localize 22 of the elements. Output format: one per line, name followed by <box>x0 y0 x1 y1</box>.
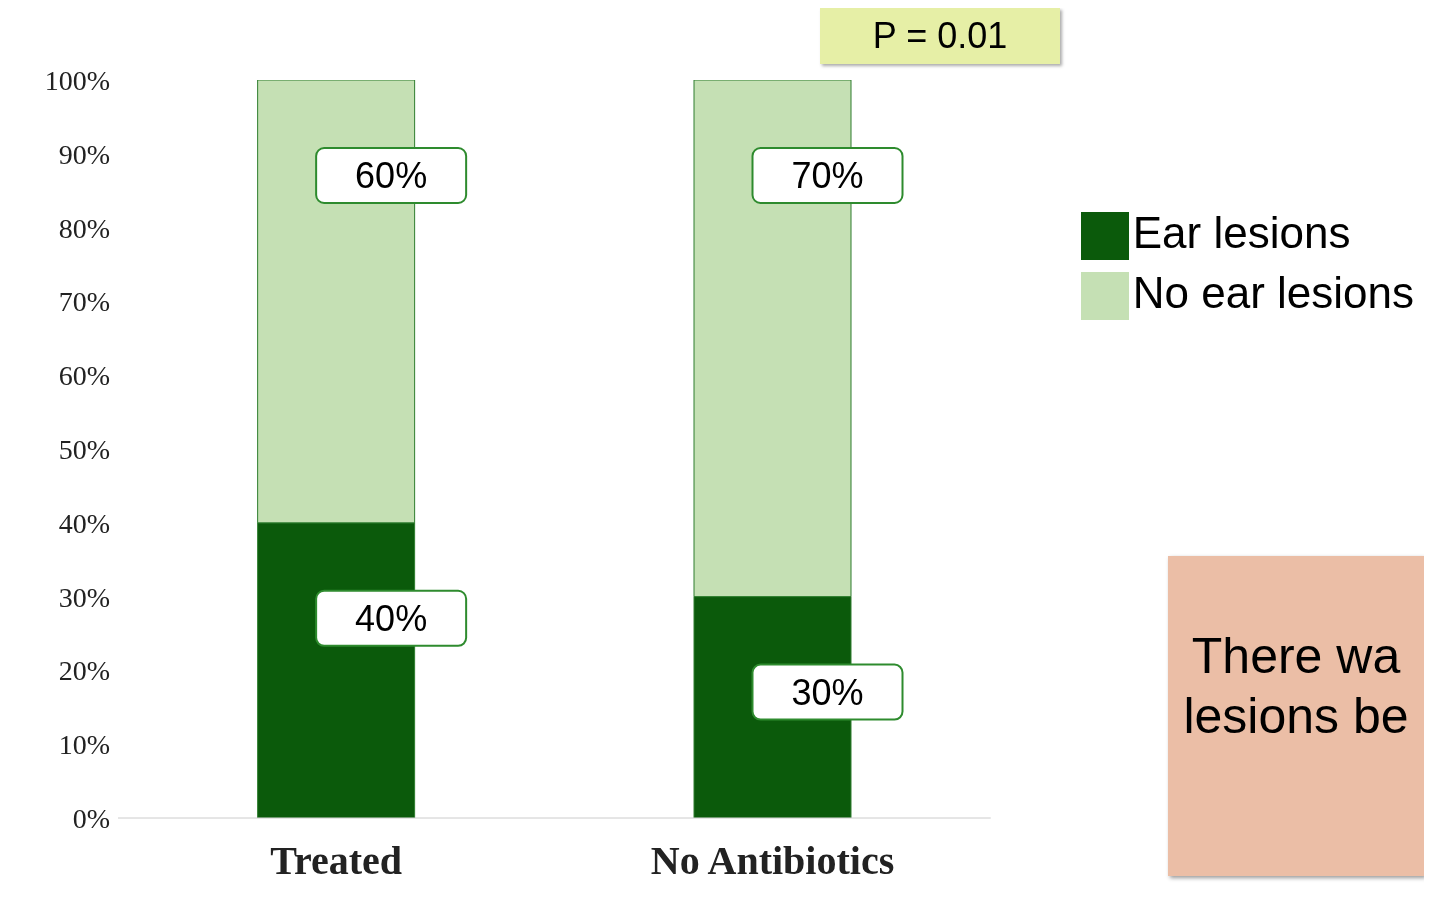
data-label: 40% <box>355 597 428 639</box>
y-tick-label: 80% <box>58 212 110 244</box>
text: There wa <box>1190 627 1402 686</box>
y-tick-label: 10% <box>58 729 110 761</box>
y-tick-label: 100% <box>44 64 110 96</box>
x-tick-label: Treated <box>270 838 403 884</box>
legend-label: No ear lesions <box>1132 268 1414 317</box>
y-tick-label: 40% <box>58 507 110 539</box>
y-tick-label: 90% <box>58 138 110 170</box>
x-tick-label: No Antibiotics <box>650 838 895 884</box>
data-label: 70% <box>791 155 864 196</box>
data-label: 30% <box>791 671 864 713</box>
y-tick-label: 70% <box>58 286 110 318</box>
y-tick-label: 60% <box>58 360 110 392</box>
y-tick-label: 50% <box>58 433 110 465</box>
y-tick-label: 0% <box>72 802 110 834</box>
y-tick-label: 30% <box>58 581 110 613</box>
y-tick-label: 20% <box>58 655 110 687</box>
data-label: 60% <box>355 155 428 196</box>
text: lesions be <box>1182 687 1410 746</box>
text: P = 0.01 <box>820 8 1060 64</box>
legend-label: Ear lesions <box>1132 208 1351 257</box>
